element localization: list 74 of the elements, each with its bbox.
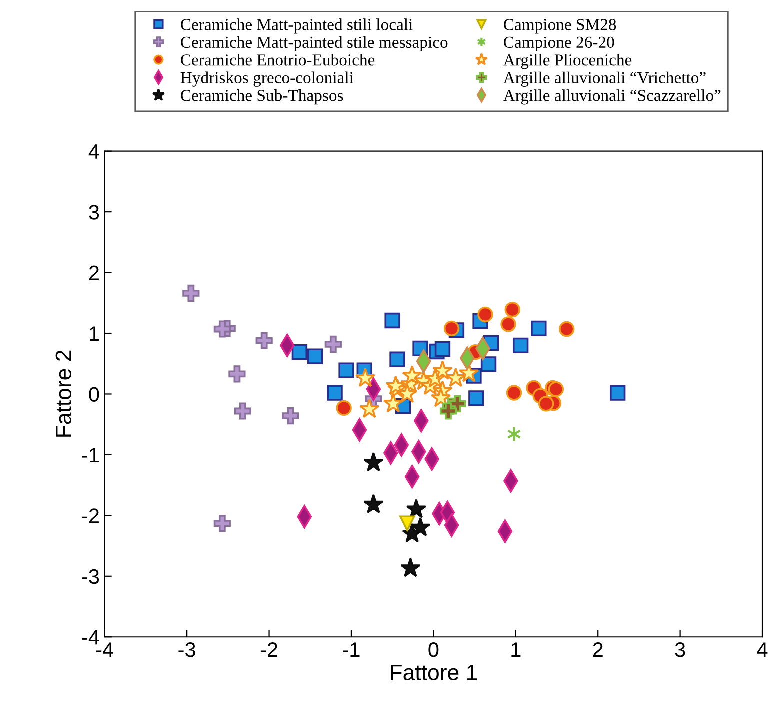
point <box>500 316 516 332</box>
point <box>440 402 458 420</box>
point <box>214 515 231 532</box>
point <box>434 341 451 358</box>
y-tick-label: 0 <box>89 387 100 402</box>
y-tick-label: -3 <box>82 569 100 584</box>
point <box>324 336 342 353</box>
legend-label: Ceramiche Matt-painted stile messapico <box>181 36 448 52</box>
point <box>307 348 324 364</box>
point <box>538 396 554 412</box>
y-tick-label: -4 <box>82 630 100 645</box>
point <box>234 402 252 420</box>
point <box>384 312 400 329</box>
point <box>531 320 547 337</box>
y-tick-label: 1 <box>90 326 99 342</box>
legend-label: Hydriskos greco-coloniali <box>180 72 354 87</box>
y-tick-label: -1 <box>82 448 99 463</box>
point <box>559 321 575 338</box>
point <box>327 385 343 401</box>
point <box>336 400 352 416</box>
x-axis-title: Fattore 1 <box>391 664 478 680</box>
point <box>480 356 497 372</box>
y-tick-label: -2 <box>82 508 99 524</box>
point <box>355 368 376 388</box>
point <box>338 362 354 378</box>
x-tick-label: -1 <box>343 642 360 658</box>
point <box>506 385 522 401</box>
point <box>512 338 529 354</box>
point <box>406 498 427 518</box>
legend-label: Argille alluvionali “Scazzarello” <box>504 90 721 105</box>
legend-label: Campione SM28 <box>504 19 616 34</box>
x-tick-label: 2 <box>593 642 603 658</box>
point <box>468 390 484 406</box>
y-axis-title: Fattore 2 <box>56 350 72 437</box>
point <box>400 516 416 532</box>
point <box>402 365 422 385</box>
point <box>446 368 466 388</box>
point <box>214 320 231 338</box>
x-tick-label: 0 <box>428 642 439 658</box>
point <box>383 393 404 413</box>
x-tick-label: -3 <box>178 642 196 658</box>
x-tick-label: 3 <box>675 642 686 658</box>
x-tick-label: 1 <box>512 642 521 658</box>
point <box>390 352 406 368</box>
point <box>402 523 422 543</box>
point <box>364 452 384 472</box>
point <box>228 366 246 383</box>
point <box>182 284 200 302</box>
point <box>504 302 520 318</box>
point <box>548 382 564 398</box>
legend-label: Argille Plioceniche <box>504 54 632 70</box>
point <box>359 398 380 418</box>
point <box>478 306 494 323</box>
y-tick-label: 3 <box>89 205 100 220</box>
point <box>282 408 300 425</box>
legend-label: Argille alluvionali “Vrichetto” <box>504 72 706 87</box>
y-tick-label: 2 <box>89 266 99 280</box>
point <box>397 384 418 404</box>
x-tick-label: -2 <box>260 642 278 658</box>
point <box>610 385 626 401</box>
legend-label: Ceramiche Matt-painted stili locali <box>181 18 413 34</box>
point <box>430 388 452 408</box>
y-tick-label: 4 <box>88 144 100 159</box>
point <box>400 558 421 578</box>
point <box>507 426 522 442</box>
point <box>292 344 308 360</box>
point <box>364 494 384 514</box>
legend-label: Ceramiche Enotrio-Euboiche <box>181 54 375 66</box>
x-tick-label: 4 <box>757 642 768 658</box>
legend-label: Ceramiche Sub-Thapsos <box>181 90 344 105</box>
legend-label: Campione 26-20 <box>504 36 614 52</box>
point <box>432 360 453 380</box>
point <box>444 320 460 337</box>
point <box>256 332 273 350</box>
